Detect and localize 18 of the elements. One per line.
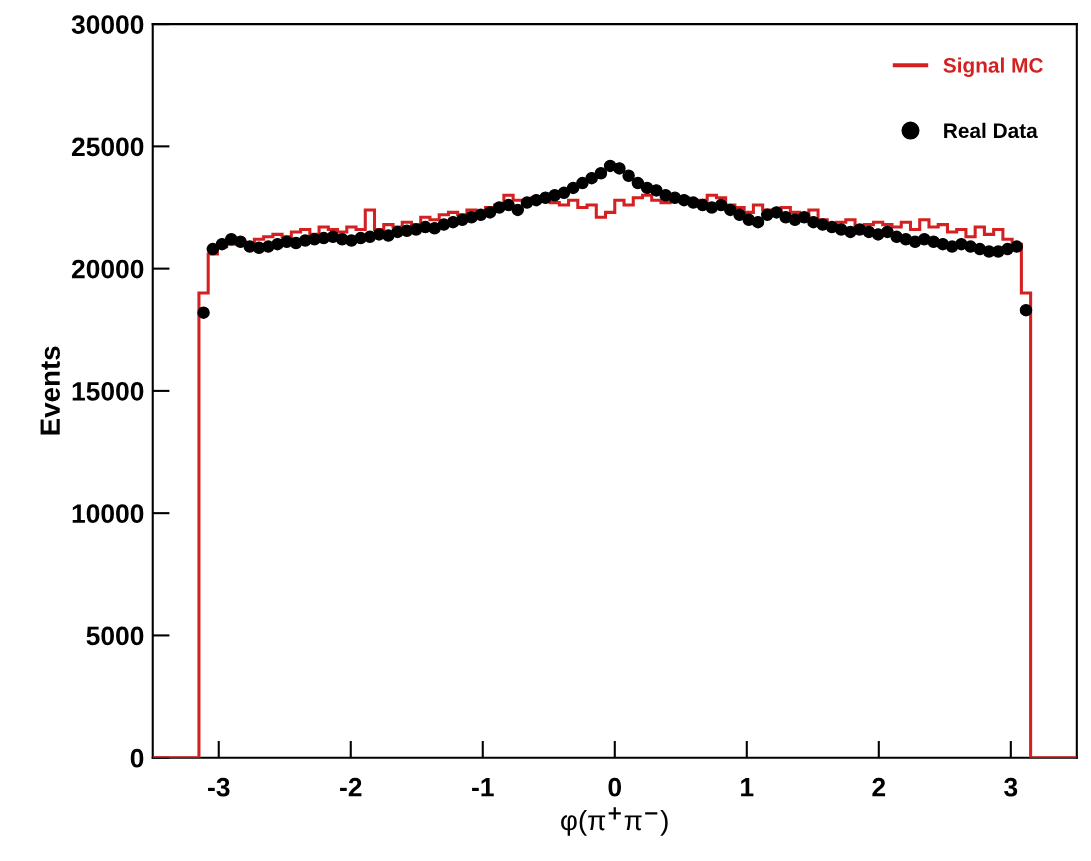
legend-label: Real Data [944, 122, 1038, 139]
x-tick-label: 0 [608, 777, 622, 797]
x-tick-label: -2 [340, 777, 362, 797]
y-tick-label: 30000 [71, 15, 144, 34]
x-tick-label: -1 [472, 778, 494, 797]
x-tick-label: 3 [1004, 777, 1018, 797]
y-tick-label: 25000 [71, 137, 144, 157]
x-axis-title: φ(π$^{+}$π$^{−}$) [561, 807, 668, 836]
y-axis-title: Events [40, 346, 60, 435]
y-tick-label: 10000 [72, 504, 144, 523]
y-tick-label: 20000 [71, 259, 144, 279]
x-tick-label: 1 [741, 778, 754, 797]
y-tick-label: 5000 [86, 626, 144, 646]
x-tick-label: 2 [872, 777, 886, 797]
legend-label: Signal MC [943, 57, 1043, 77]
x-tick-label: -3 [208, 777, 230, 797]
y-tick-label: 15000 [72, 382, 144, 401]
y-tick-label: 0 [130, 748, 144, 768]
